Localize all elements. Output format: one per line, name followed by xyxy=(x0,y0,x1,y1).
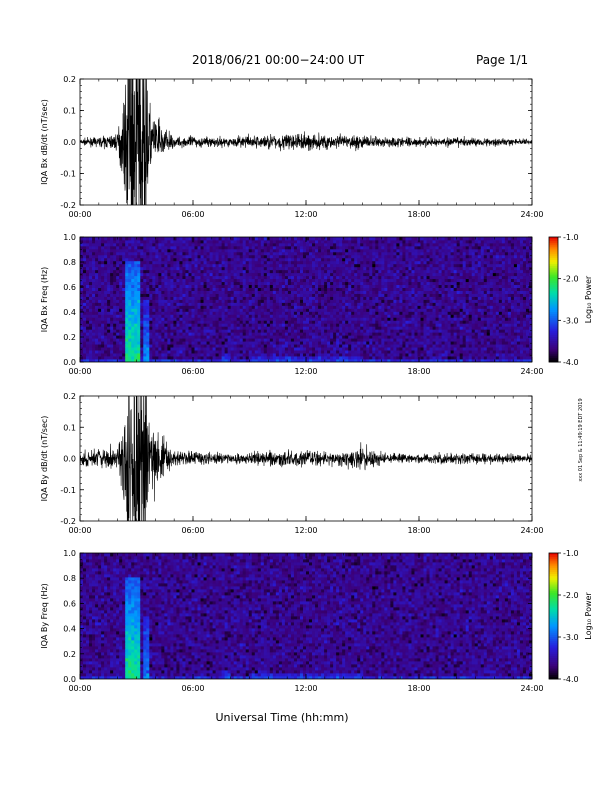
colorbar-tick-label: -1.0 xyxy=(563,233,579,242)
colorbar-tick-label: -4.0 xyxy=(563,358,579,367)
colorbar-label: Log₁₀ Power xyxy=(584,592,593,640)
y-axis-label: IQA By Freq (Hz) xyxy=(40,583,49,649)
colorbar-label: Log₁₀ Power xyxy=(584,275,593,323)
x-axis-label: Universal Time (hh:mm) xyxy=(216,711,349,724)
spectrogram xyxy=(80,553,532,679)
y-tick-label: 0.0 xyxy=(63,138,76,147)
y-tick-label: -0.1 xyxy=(60,486,76,495)
x-tick-label: 00:00 xyxy=(68,210,91,219)
y-tick-label: -0.1 xyxy=(60,170,76,179)
colorbar-tick-label: -2.0 xyxy=(563,591,579,600)
y-tick-label: 0.0 xyxy=(63,358,76,367)
y-axis-label: IQA Bx dB/dt (nT/sec) xyxy=(40,99,49,185)
y-tick-label: 0.1 xyxy=(63,423,76,432)
x-tick-label: 06:00 xyxy=(181,684,204,693)
colorbar-tick-label: -4.0 xyxy=(563,675,579,684)
y-tick-label: 0.6 xyxy=(63,283,76,292)
colorbar-frame xyxy=(548,236,559,363)
spectrogram xyxy=(80,237,532,362)
panel-3: -0.2 -0.1 0.0 0.1 0.2 00:00 06:00 12:00 18:00 24:… xyxy=(40,392,544,535)
x-tick-label: 18:00 xyxy=(407,210,430,219)
x-tick-label: 18:00 xyxy=(407,684,430,693)
y-axis-label: IQA By dB/dt (nT/sec) xyxy=(40,416,49,502)
trace-line xyxy=(80,396,532,521)
y-tick-label: 0.8 xyxy=(63,258,76,267)
colorbar-tick-label: -1.0 xyxy=(563,549,579,558)
y-tick-label: 0.6 xyxy=(63,599,76,608)
x-tick-label: 12:00 xyxy=(294,210,317,219)
y-tick-label: 0.2 xyxy=(63,333,76,342)
colorbar-tick-label: -2.0 xyxy=(563,275,579,284)
y-tick-label: -0.2 xyxy=(60,517,76,526)
y-tick-label: 0.1 xyxy=(63,107,76,116)
colorbar: -1.0 -2.0 -3.0 -4.0 Log₁₀ Power xyxy=(548,233,593,367)
page-title: 2018/06/21 00:00−24:00 UT xyxy=(192,53,365,67)
x-tick-label: 12:00 xyxy=(294,526,317,535)
side-stamp: xxx 01 Sep & 11:49:19 EDT 2019 xyxy=(578,398,584,481)
y-tick-label: 0.2 xyxy=(63,392,76,401)
x-tick-label: 12:00 xyxy=(294,367,317,376)
y-tick-label: 0.0 xyxy=(63,675,76,684)
y-tick-label: 1.0 xyxy=(63,233,76,242)
y-tick-label: 0.4 xyxy=(63,625,76,634)
y-tick-label: 0.0 xyxy=(63,455,76,464)
y-tick-label: 0.4 xyxy=(63,308,76,317)
panel-4: -1.0 -2.0 -3.0 -4.0 Log₁₀ Power 0.0 0.2 0.4 0.6 0… xyxy=(40,549,593,693)
panel-1: -0.2 -0.1 0.0 0.1 0.2 00:00 06:00 12:00 18:00 24:… xyxy=(40,75,544,219)
page-number: Page 1/1 xyxy=(476,53,529,67)
trace-line xyxy=(80,79,532,205)
x-tick-label: 00:00 xyxy=(68,684,91,693)
x-tick-label: 00:00 xyxy=(68,367,91,376)
x-tick-label: 18:00 xyxy=(407,526,430,535)
x-tick-label: 24:00 xyxy=(520,684,543,693)
colorbar-frame xyxy=(548,552,559,680)
x-tick-label: 06:00 xyxy=(181,526,204,535)
colorbar-tick-label: -3.0 xyxy=(563,316,579,325)
panel-2: -1.0 -2.0 -3.0 -4.0 Log₁₀ Power 0.0 0.2 0.4 0.6 0… xyxy=(40,233,593,376)
x-tick-label: 18:00 xyxy=(407,367,430,376)
y-tick-label: 1.0 xyxy=(63,549,76,558)
y-tick-label: 0.8 xyxy=(63,574,76,583)
x-tick-label: 06:00 xyxy=(181,210,204,219)
x-tick-label: 24:00 xyxy=(520,526,543,535)
x-tick-label: 24:00 xyxy=(520,367,543,376)
x-tick-label: 24:00 xyxy=(520,210,543,219)
x-tick-label: 06:00 xyxy=(181,367,204,376)
y-tick-label: 0.2 xyxy=(63,75,76,84)
y-axis-label: IQA Bx Freq (Hz) xyxy=(40,267,49,333)
x-tick-label: 00:00 xyxy=(68,526,91,535)
x-tick-label: 12:00 xyxy=(294,684,317,693)
colorbar-tick-label: -3.0 xyxy=(563,633,579,642)
y-tick-label: -0.2 xyxy=(60,201,76,210)
colorbar: -1.0 -2.0 -3.0 -4.0 Log₁₀ Power xyxy=(548,549,593,684)
y-tick-label: 0.2 xyxy=(63,650,76,659)
